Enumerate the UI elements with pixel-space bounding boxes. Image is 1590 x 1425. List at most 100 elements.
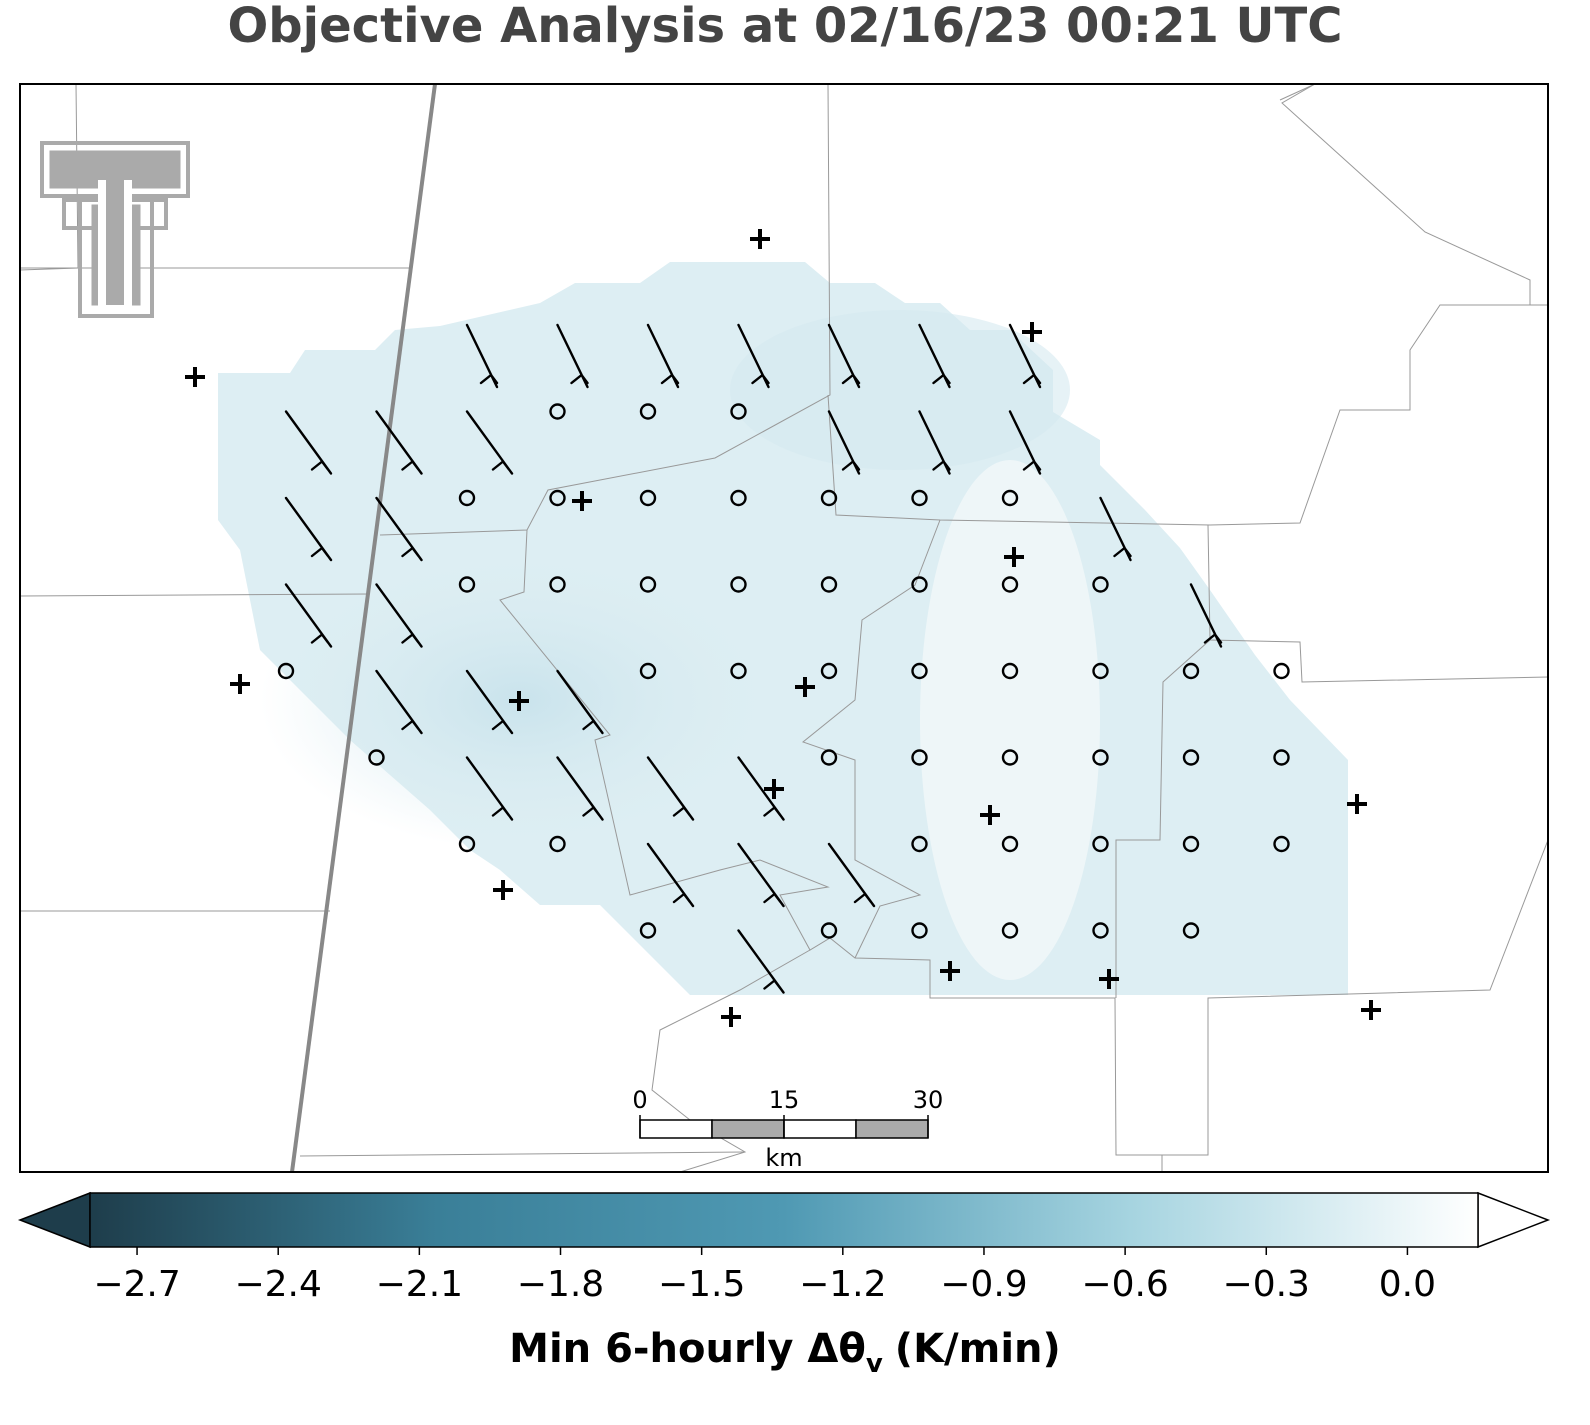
state-line bbox=[290, 84, 437, 1172]
calm-wind bbox=[911, 835, 928, 853]
wind-barb bbox=[465, 756, 514, 821]
station bbox=[1347, 794, 1367, 814]
calm-wind bbox=[1092, 576, 1109, 593]
wind-barb bbox=[284, 496, 333, 562]
scale-unit: km bbox=[765, 1144, 802, 1172]
calm-wind bbox=[1001, 662, 1019, 680]
scale-segment bbox=[783, 1119, 857, 1139]
wind-barb bbox=[556, 756, 604, 821]
calm-wind bbox=[1092, 749, 1109, 766]
colorbar-extend-low bbox=[17, 1191, 91, 1249]
calm-wind bbox=[1092, 922, 1109, 939]
calm-wind bbox=[458, 835, 476, 853]
wind-barb bbox=[1189, 583, 1223, 648]
colorbar-tick-label: 0.0 bbox=[1379, 1264, 1436, 1305]
calm-wind bbox=[1001, 576, 1019, 593]
wind-barb bbox=[375, 496, 423, 562]
calm-wind bbox=[1001, 749, 1019, 766]
calm-wind bbox=[368, 749, 385, 766]
calm-wind bbox=[639, 662, 657, 680]
calm-wind bbox=[1001, 922, 1019, 939]
wind-barb bbox=[918, 323, 951, 389]
title: Objective Analysis at 02/16/23 00:21 UTC bbox=[228, 0, 1343, 54]
field-min bbox=[730, 310, 1070, 470]
wind-barb bbox=[827, 323, 861, 389]
calm-wind bbox=[458, 576, 476, 593]
wind-barb bbox=[1099, 496, 1132, 562]
scale-bar: 0 15 30 km bbox=[632, 1086, 943, 1172]
calm-wind bbox=[549, 489, 566, 507]
wind-barb bbox=[737, 929, 785, 994]
wind-barb bbox=[465, 323, 499, 389]
calm-wind bbox=[820, 922, 838, 939]
colorbar-label: Min 6-hourly Δθv (K/min) bbox=[509, 1326, 1061, 1379]
calm-wind bbox=[639, 576, 657, 593]
scale-tick-label: 0 bbox=[632, 1086, 647, 1114]
field-light bbox=[920, 460, 1100, 980]
station bbox=[1004, 547, 1024, 567]
colorbar-tick-label: −2.7 bbox=[93, 1264, 180, 1305]
station bbox=[1361, 1000, 1381, 1020]
station bbox=[764, 779, 784, 799]
wind-barb bbox=[827, 842, 876, 908]
calm-wind bbox=[1182, 749, 1200, 766]
wind-barb bbox=[918, 410, 951, 475]
calm-wind bbox=[277, 662, 295, 680]
calm-wind bbox=[820, 749, 838, 766]
colorbar-scale bbox=[89, 1192, 1479, 1248]
station bbox=[795, 677, 815, 697]
calm-wind bbox=[1182, 835, 1200, 853]
label-units: (K/min) bbox=[895, 1326, 1061, 1372]
wind-barb bbox=[646, 323, 680, 389]
colorbar-extend-high bbox=[1477, 1191, 1551, 1249]
logo bbox=[40, 141, 190, 318]
colorbar-tick-label: −0.3 bbox=[1223, 1264, 1310, 1305]
calm-wind bbox=[911, 922, 928, 939]
wind-barb bbox=[737, 842, 785, 908]
calm-wind bbox=[911, 576, 928, 593]
calm-wind bbox=[820, 662, 838, 680]
colorbar-tick-label: −1.2 bbox=[799, 1264, 886, 1305]
scale-segment bbox=[711, 1119, 785, 1139]
calm-wind bbox=[1182, 922, 1200, 939]
calm-wind bbox=[549, 576, 566, 593]
wind-barb bbox=[556, 669, 604, 735]
calm-wind bbox=[911, 662, 928, 680]
colorbar-tick-label: −2.4 bbox=[234, 1264, 321, 1305]
calm-wind bbox=[458, 489, 476, 507]
wind-barb bbox=[737, 323, 770, 389]
scale-tick-label: 30 bbox=[913, 1086, 944, 1114]
calm-wind bbox=[911, 749, 928, 766]
station bbox=[1022, 322, 1042, 342]
station bbox=[940, 961, 960, 981]
calm-wind bbox=[1001, 489, 1019, 507]
calm-wind bbox=[639, 922, 657, 939]
label-subscript: v bbox=[866, 1349, 883, 1379]
colorbar: −2.7 −2.4 −2.1 −1.8 −1.5 −1.2 −0.9 −0.6 −0.3 0.0 bbox=[17, 1191, 1551, 1305]
station bbox=[980, 805, 1000, 825]
map-area bbox=[20, 84, 1548, 1172]
wind-barb bbox=[737, 756, 785, 821]
colorbar-tick-label: −1.5 bbox=[658, 1264, 745, 1305]
station bbox=[185, 367, 205, 387]
station bbox=[721, 1007, 741, 1027]
wind-barb bbox=[284, 410, 333, 475]
calm-wind bbox=[1092, 662, 1109, 680]
station bbox=[572, 491, 592, 511]
map-frame bbox=[19, 83, 1549, 1173]
station bbox=[750, 229, 770, 249]
scale-segment bbox=[855, 1119, 929, 1139]
calm-wind bbox=[1273, 835, 1290, 853]
scale-tick-label: 15 bbox=[769, 1086, 800, 1114]
station bbox=[509, 691, 529, 711]
wind-barb bbox=[284, 583, 333, 648]
calm-wind bbox=[1182, 662, 1200, 680]
calm-wind bbox=[820, 576, 838, 593]
calm-wind bbox=[730, 662, 747, 680]
calm-wind bbox=[549, 403, 566, 420]
wind-barb bbox=[375, 583, 423, 648]
calm-wind bbox=[911, 489, 928, 507]
wind-barb bbox=[1008, 410, 1042, 475]
calm-wind bbox=[639, 489, 657, 507]
